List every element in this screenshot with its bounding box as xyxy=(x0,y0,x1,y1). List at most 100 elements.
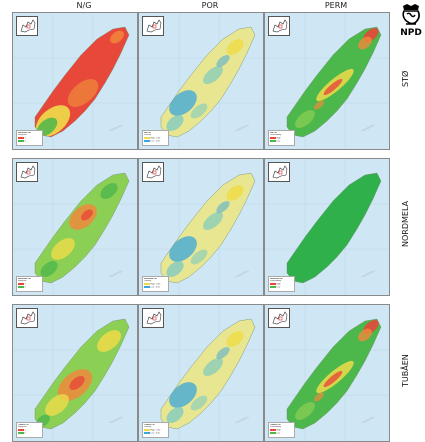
locator-map-inset xyxy=(16,16,38,36)
property-field xyxy=(35,27,129,137)
npd-logo: NPD xyxy=(398,2,424,44)
map-legend: Nordmela Fm Porosity High : 0.30 Low : 0.… xyxy=(142,276,169,292)
property-field xyxy=(161,27,255,137)
legend-subtitle: Porosity xyxy=(144,280,152,283)
legend-subtitle: Net/gross xyxy=(18,426,27,429)
row-label-sto: STØ xyxy=(401,70,410,88)
legend-low: 0 xyxy=(18,285,41,289)
legend-subtitle: Permeability xyxy=(270,280,282,283)
legend-subtitle: Porosity xyxy=(144,134,152,137)
map-panel-stø-perm: Stø Fm Permeability High Low xyxy=(264,12,390,150)
legend-low: Low : 0.00 xyxy=(144,431,167,435)
column-header-perm: PERM xyxy=(324,1,348,10)
legend-title: Nordmela Fm xyxy=(18,132,31,134)
legend-title: Tubåen Fm xyxy=(18,424,29,426)
lion-crest-icon xyxy=(402,4,420,25)
map-panel-tubåen-perm: Tubåen Fm Permeability High Low xyxy=(264,304,390,442)
map-legend: Tubåen Fm Net/gross 1 0 xyxy=(16,422,43,438)
legend-subtitle: Porosity xyxy=(144,426,152,429)
legend-low-label: Low xyxy=(276,140,281,143)
map-legend: Tubåen Fm Permeability High Low xyxy=(268,422,295,438)
legend-low: 0 xyxy=(18,139,41,143)
legend-high: High xyxy=(270,428,293,432)
locator-map-inset xyxy=(16,308,38,328)
map-legend: Nordmela Fm Net/gross 1 0 xyxy=(16,276,43,292)
legend-high-label: High xyxy=(276,429,281,432)
legend-title: Nordmela Fm xyxy=(270,278,283,280)
row-label-nordmela: NORDMELA xyxy=(401,200,410,248)
locator-map-inset xyxy=(142,308,164,328)
map-canvas xyxy=(139,13,263,149)
property-field xyxy=(161,173,255,283)
legend-low-label: 0 xyxy=(24,432,26,435)
legend-subtitle: Net/gross xyxy=(18,134,27,137)
map-panel-nordmela-perm: Nordmela Fm Permeability High Low xyxy=(264,158,390,296)
map-panel-nordmela-por: Nordmela Fm Porosity High : 0.30 Low : 0.… xyxy=(138,158,264,296)
map-legend: Nordmela Fm Net/gross 1 0 xyxy=(16,130,43,146)
legend-title: Tubåen Fm xyxy=(144,424,155,426)
legend-high: High xyxy=(270,136,293,140)
locator-map-inset xyxy=(268,162,290,182)
map-legend: Tubåen Fm Porosity High : 0.30 Low : 0.00 xyxy=(142,422,169,438)
legend-title: Nordmela Fm xyxy=(18,278,31,280)
legend-subtitle: Permeability xyxy=(270,426,282,429)
map-panel-tubåen-ng: Tubåen Fm Net/gross 1 0 xyxy=(12,304,138,442)
legend-low: Low xyxy=(270,285,293,289)
legend-title: Nordmela Fm xyxy=(144,278,157,280)
legend-subtitle: Permeability xyxy=(270,134,282,137)
map-panel-stø-por: Stø Fm Porosity High : 0.30 Low : 0.00 xyxy=(138,12,264,150)
legend-low: Low : 0.00 xyxy=(144,285,167,289)
legend-low-label: Low xyxy=(276,432,281,435)
map-canvas xyxy=(13,13,137,149)
property-field xyxy=(161,319,255,429)
legend-low: Low xyxy=(270,139,293,143)
map-legend: Nordmela Fm Permeability High Low xyxy=(268,276,295,292)
locator-map-inset xyxy=(268,16,290,36)
legend-high: 1 xyxy=(18,136,41,140)
locator-map-inset xyxy=(142,162,164,182)
map-canvas xyxy=(139,159,263,295)
legend-low-label: 0 xyxy=(24,286,26,289)
property-field xyxy=(35,173,129,283)
property-field xyxy=(287,319,381,429)
legend-low: 0 xyxy=(18,431,41,435)
legend-high: High : 0.30 xyxy=(144,136,167,140)
legend-high: High xyxy=(270,282,293,286)
legend-high: High : 0.30 xyxy=(144,282,167,286)
legend-high: 1 xyxy=(18,428,41,432)
map-panel-tubåen-por: Tubåen Fm Porosity High : 0.30 Low : 0.00 xyxy=(138,304,264,442)
row-label-tubaen: TUBÅEN xyxy=(401,354,410,388)
locator-map-inset xyxy=(16,162,38,182)
logo-text: NPD xyxy=(400,28,422,38)
legend-high-label: High : 0.30 xyxy=(150,283,161,286)
locator-map-inset xyxy=(268,308,290,328)
map-panel-nordmela-ng: Nordmela Fm Net/gross 1 0 xyxy=(12,158,138,296)
legend-low-label: 0 xyxy=(24,140,26,143)
legend-title: Stø Fm xyxy=(270,132,277,134)
map-legend: Stø Fm Permeability High Low xyxy=(268,130,295,146)
legend-low-label: Low : 0.00 xyxy=(150,140,160,143)
legend-low-label: Low : 0.00 xyxy=(150,432,160,435)
legend-low: Low xyxy=(270,431,293,435)
legend-title: Stø Fm xyxy=(144,132,151,134)
property-field xyxy=(287,173,381,283)
legend-low-label: Low xyxy=(276,286,281,289)
legend-high: 1 xyxy=(18,282,41,286)
legend-high-label: 1 xyxy=(24,283,26,286)
legend-high-label: High xyxy=(276,137,281,140)
legend-low: Low : 0.00 xyxy=(144,139,167,143)
legend-high-label: 1 xyxy=(24,429,26,432)
column-header-ng: N/G xyxy=(76,1,92,10)
locator-map-inset xyxy=(142,16,164,36)
legend-high-label: 1 xyxy=(24,137,26,140)
column-header-por: POR xyxy=(201,1,219,10)
legend-low-label: Low : 0.00 xyxy=(150,286,160,289)
map-legend: Stø Fm Porosity High : 0.30 Low : 0.00 xyxy=(142,130,169,146)
legend-title: Tubåen Fm xyxy=(270,424,281,426)
property-field xyxy=(287,27,381,137)
property-field xyxy=(35,319,129,429)
legend-high-label: High : 0.30 xyxy=(150,429,161,432)
legend-subtitle: Net/gross xyxy=(18,280,27,283)
map-panel-stø-ng: Nordmela Fm Net/gross 1 0 xyxy=(12,12,138,150)
legend-high: High : 0.30 xyxy=(144,428,167,432)
